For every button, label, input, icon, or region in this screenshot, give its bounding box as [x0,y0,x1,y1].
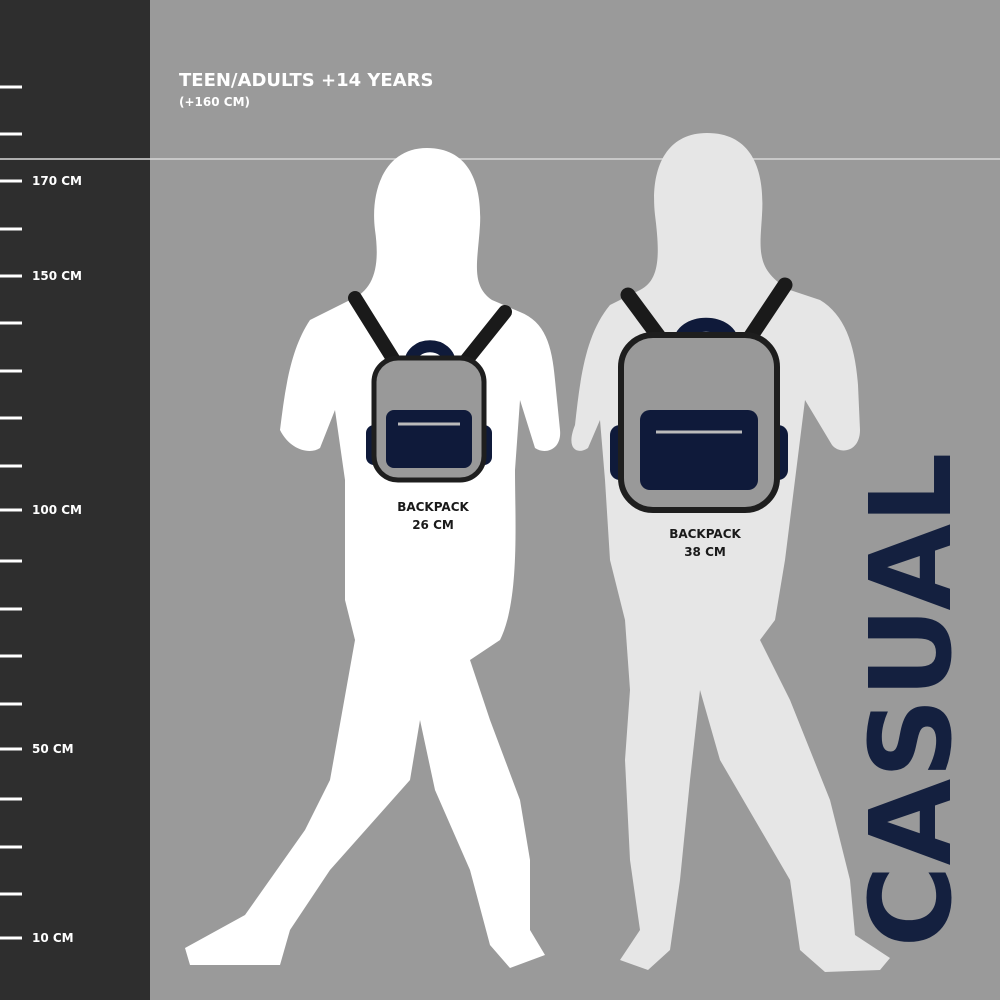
backpack-size: 38 CM [684,545,726,559]
ruler-label: 50 CM [32,742,74,756]
brand: CASUAL [847,452,977,947]
backpack-left [348,291,512,483]
backpack-label: BACKPACK [669,527,741,541]
backpack-label: BACKPACK [397,500,469,514]
ruler-label: 10 CM [32,931,74,945]
ruler-label: 100 CM [32,503,82,517]
backpack-right [610,277,793,513]
header-subtitle: (+160 CM) [179,95,250,109]
header-title: TEEN/ADULTS +14 YEARS [179,70,433,91]
backpack-size: 26 CM [412,518,454,532]
ruler-label: 170 CM [32,174,82,188]
ruler-ticks: 170 CM 150 CM 100 CM 50 CM 10 CM [0,85,82,945]
ruler-label: 150 CM [32,269,82,283]
ruler-panel [0,0,150,1000]
